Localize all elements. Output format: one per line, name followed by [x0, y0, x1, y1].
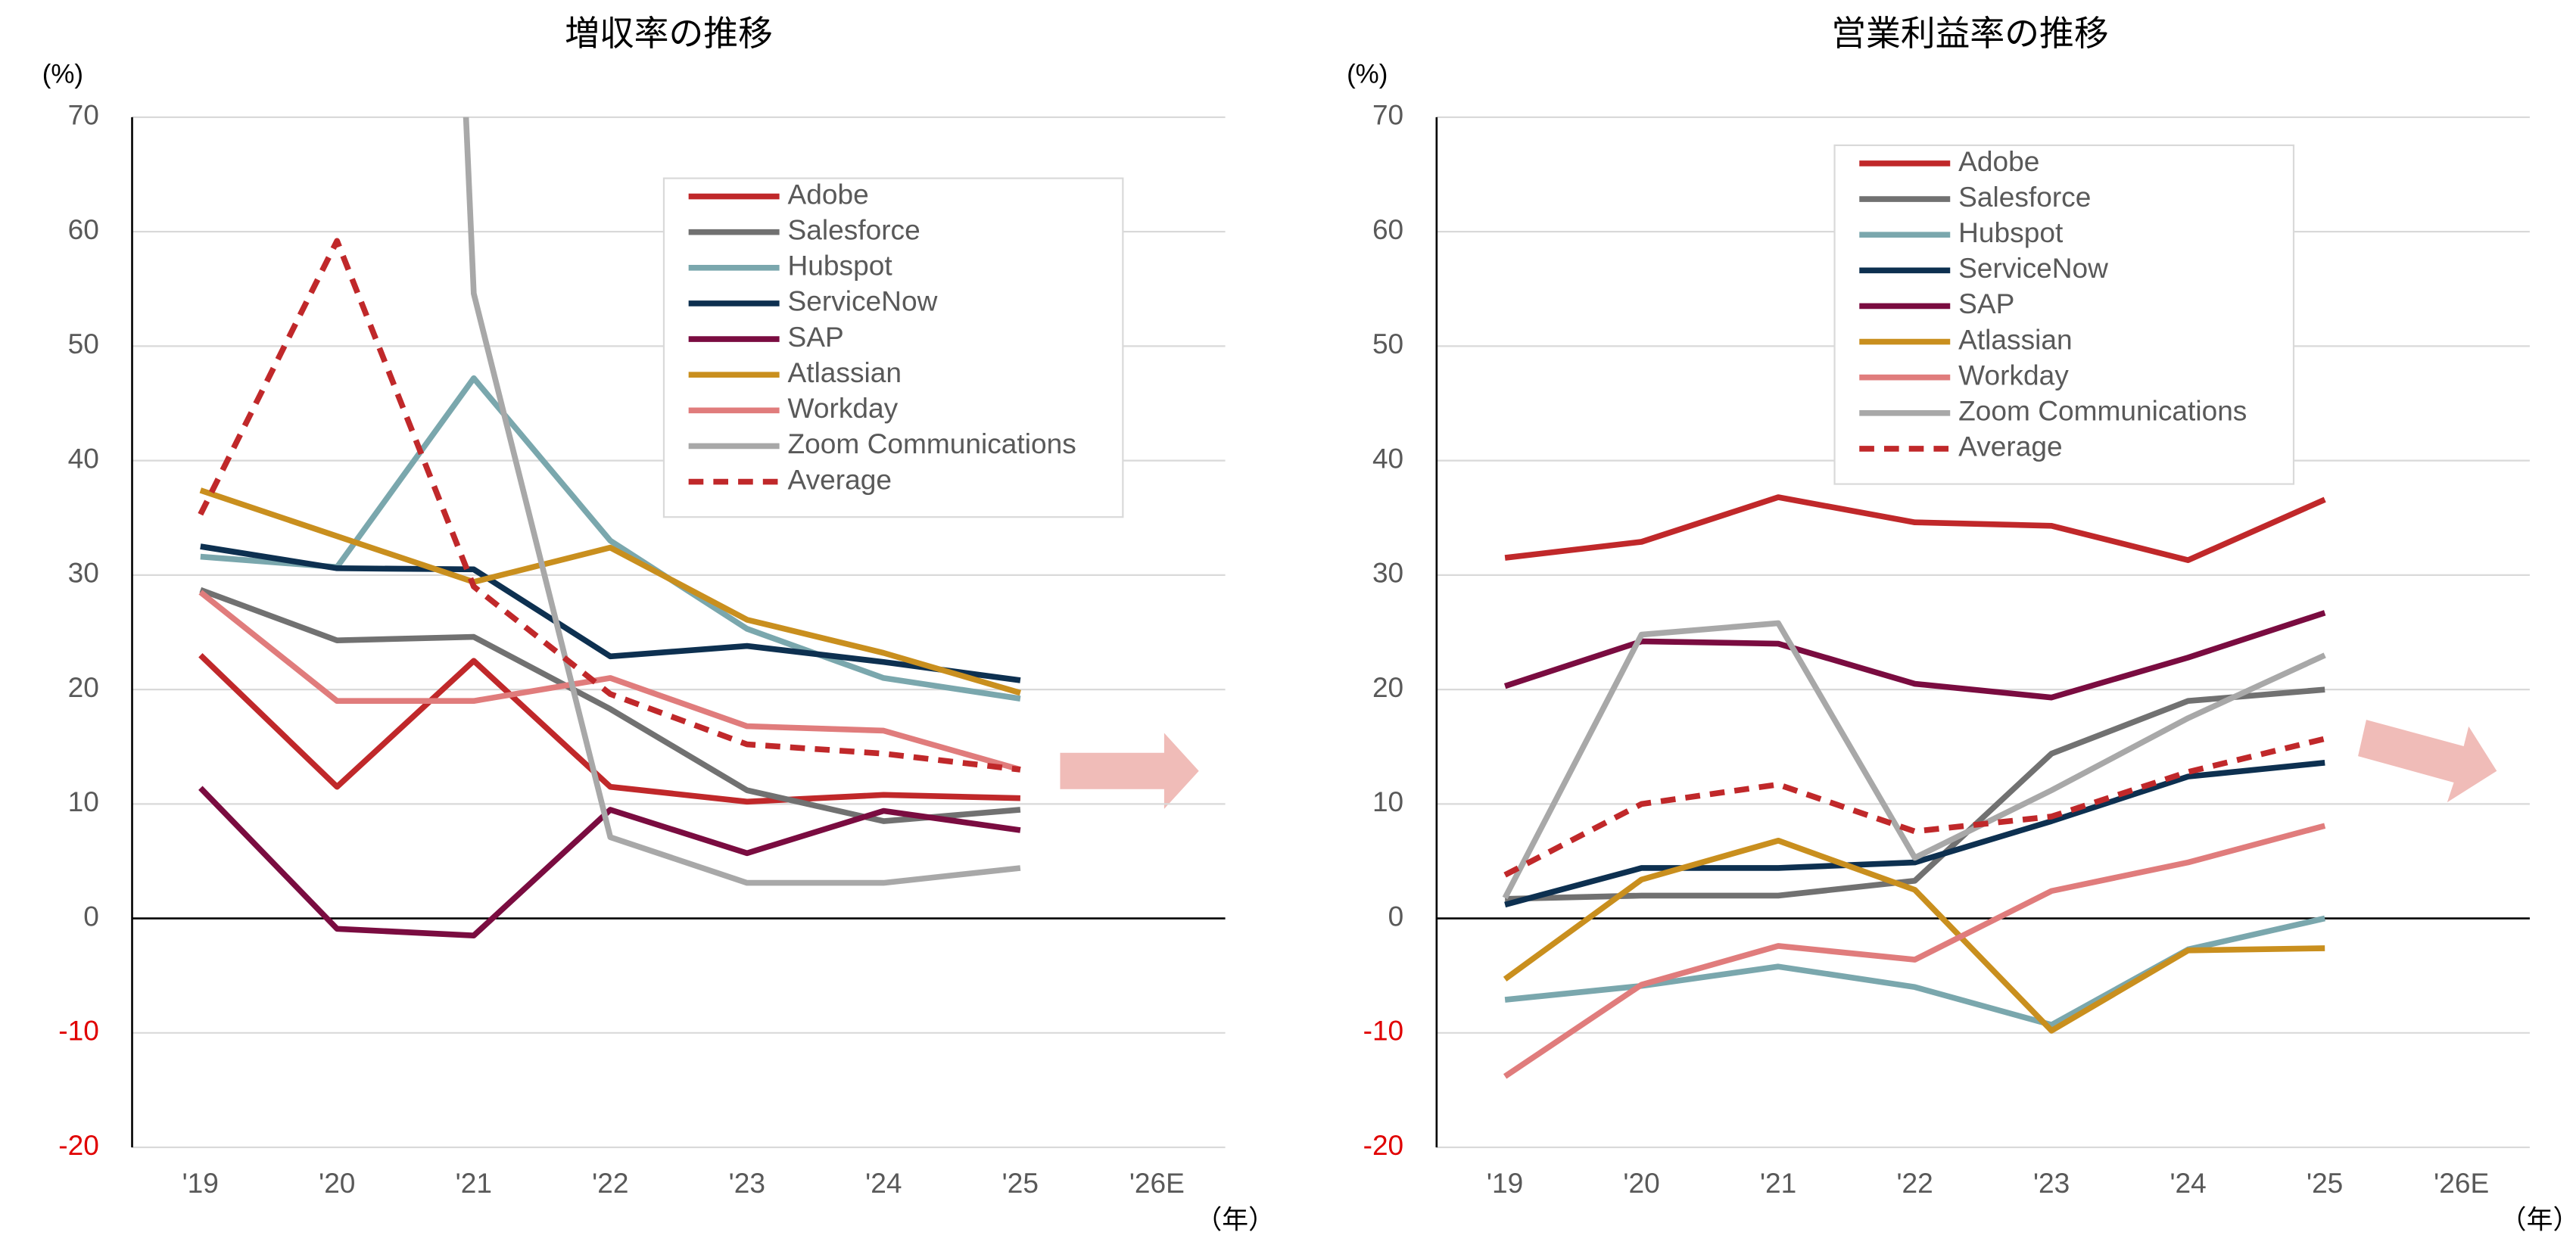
legend-label: Average — [788, 463, 892, 495]
legend-label: ServiceNow — [1958, 252, 2108, 284]
trend-arrow — [2358, 720, 2497, 803]
y-tick-label: -20 — [58, 1129, 99, 1161]
x-tick-label: '25 — [1002, 1167, 1039, 1199]
legend-label: SAP — [788, 321, 844, 353]
y-tick-label: 70 — [68, 99, 99, 131]
line-series — [198, 786, 1021, 939]
x-unit: （年） — [1195, 1205, 1275, 1234]
line-series — [1504, 494, 2326, 563]
line-series — [1502, 620, 2326, 900]
x-unit: （年） — [2500, 1205, 2576, 1234]
legend-label: Average — [1958, 431, 2062, 462]
line-series — [199, 587, 1021, 824]
y-tick-label: 30 — [1372, 557, 1403, 589]
line-series — [1505, 686, 2325, 902]
y-tick-label: 20 — [1372, 671, 1403, 703]
y-tick-label: 20 — [68, 671, 99, 703]
line-series — [1504, 915, 2326, 1028]
chart-title: 増収率の推移 — [565, 14, 773, 53]
x-tick-label: '26E — [1129, 1167, 1185, 1199]
line-series — [198, 238, 1021, 773]
line-series — [1503, 736, 2326, 878]
x-tick-label: '21 — [456, 1167, 492, 1199]
legend-label: Hubspot — [1958, 216, 2064, 248]
y-unit: (%) — [42, 60, 83, 89]
x-tick-label: '20 — [319, 1167, 355, 1199]
y-tick-label: 50 — [1372, 328, 1403, 359]
legend-label: Workday — [788, 392, 899, 424]
y-tick-label: 10 — [68, 786, 99, 817]
line-series — [1503, 610, 2326, 701]
legend-label: Zoom Communications — [788, 428, 1076, 459]
legend-label: Salesforce — [788, 214, 920, 246]
y-tick-label: 50 — [68, 328, 99, 359]
legend-label: Workday — [1958, 359, 2069, 391]
x-tick-label: '26E — [2434, 1167, 2489, 1199]
trend-arrow — [1060, 733, 1199, 809]
x-tick-label: '23 — [729, 1167, 765, 1199]
y-tick-label: 30 — [68, 557, 99, 589]
legend-label: Salesforce — [1958, 181, 2091, 213]
line-series — [1503, 837, 2325, 1034]
legend-label: Adobe — [788, 178, 869, 210]
x-tick-label: '23 — [2033, 1167, 2070, 1199]
legend-label: ServiceNow — [788, 285, 938, 317]
plot-area — [1502, 494, 2326, 1079]
y-tick-label: 10 — [1372, 786, 1403, 817]
y-tick-label: 70 — [1372, 99, 1403, 131]
line-series — [198, 590, 1021, 773]
x-tick-label: '19 — [1487, 1167, 1523, 1199]
line-series — [1504, 760, 2325, 908]
y-tick-label: 0 — [1388, 900, 1404, 932]
plot-area — [198, 117, 1021, 939]
y-tick-label: 40 — [1372, 442, 1403, 474]
legend-label: Adobe — [1958, 145, 2039, 177]
legend-label: Hubspot — [788, 250, 893, 282]
line-series — [198, 653, 1020, 805]
y-tick-label: -20 — [1363, 1129, 1404, 1161]
legend-label: Zoom Communications — [1958, 395, 2247, 427]
line-series — [199, 487, 1021, 696]
y-unit: (%) — [1347, 60, 1388, 89]
y-tick-label: 60 — [1372, 213, 1403, 245]
legend-label: Atlassian — [788, 356, 902, 388]
x-tick-label: '21 — [1760, 1167, 1796, 1199]
y-tick-label: -10 — [58, 1015, 99, 1047]
x-tick-label: '19 — [182, 1167, 219, 1199]
line-series — [1503, 823, 2326, 1079]
line-series — [200, 543, 1021, 683]
x-tick-label: '25 — [2307, 1167, 2343, 1199]
chart-title: 営業利益率の推移 — [1831, 14, 2108, 53]
y-tick-label: -10 — [1363, 1015, 1404, 1047]
legend-label: Atlassian — [1958, 323, 2072, 355]
x-tick-label: '22 — [592, 1167, 628, 1199]
x-tick-label: '24 — [865, 1167, 902, 1199]
y-tick-label: 60 — [68, 213, 99, 245]
x-tick-label: '20 — [1623, 1167, 1659, 1199]
x-tick-label: '24 — [2170, 1167, 2206, 1199]
x-tick-label: '22 — [1896, 1167, 1933, 1199]
legend-label: SAP — [1958, 288, 2014, 319]
y-tick-label: 0 — [83, 900, 99, 932]
line-series — [463, 117, 1021, 886]
y-tick-label: 40 — [68, 442, 99, 474]
